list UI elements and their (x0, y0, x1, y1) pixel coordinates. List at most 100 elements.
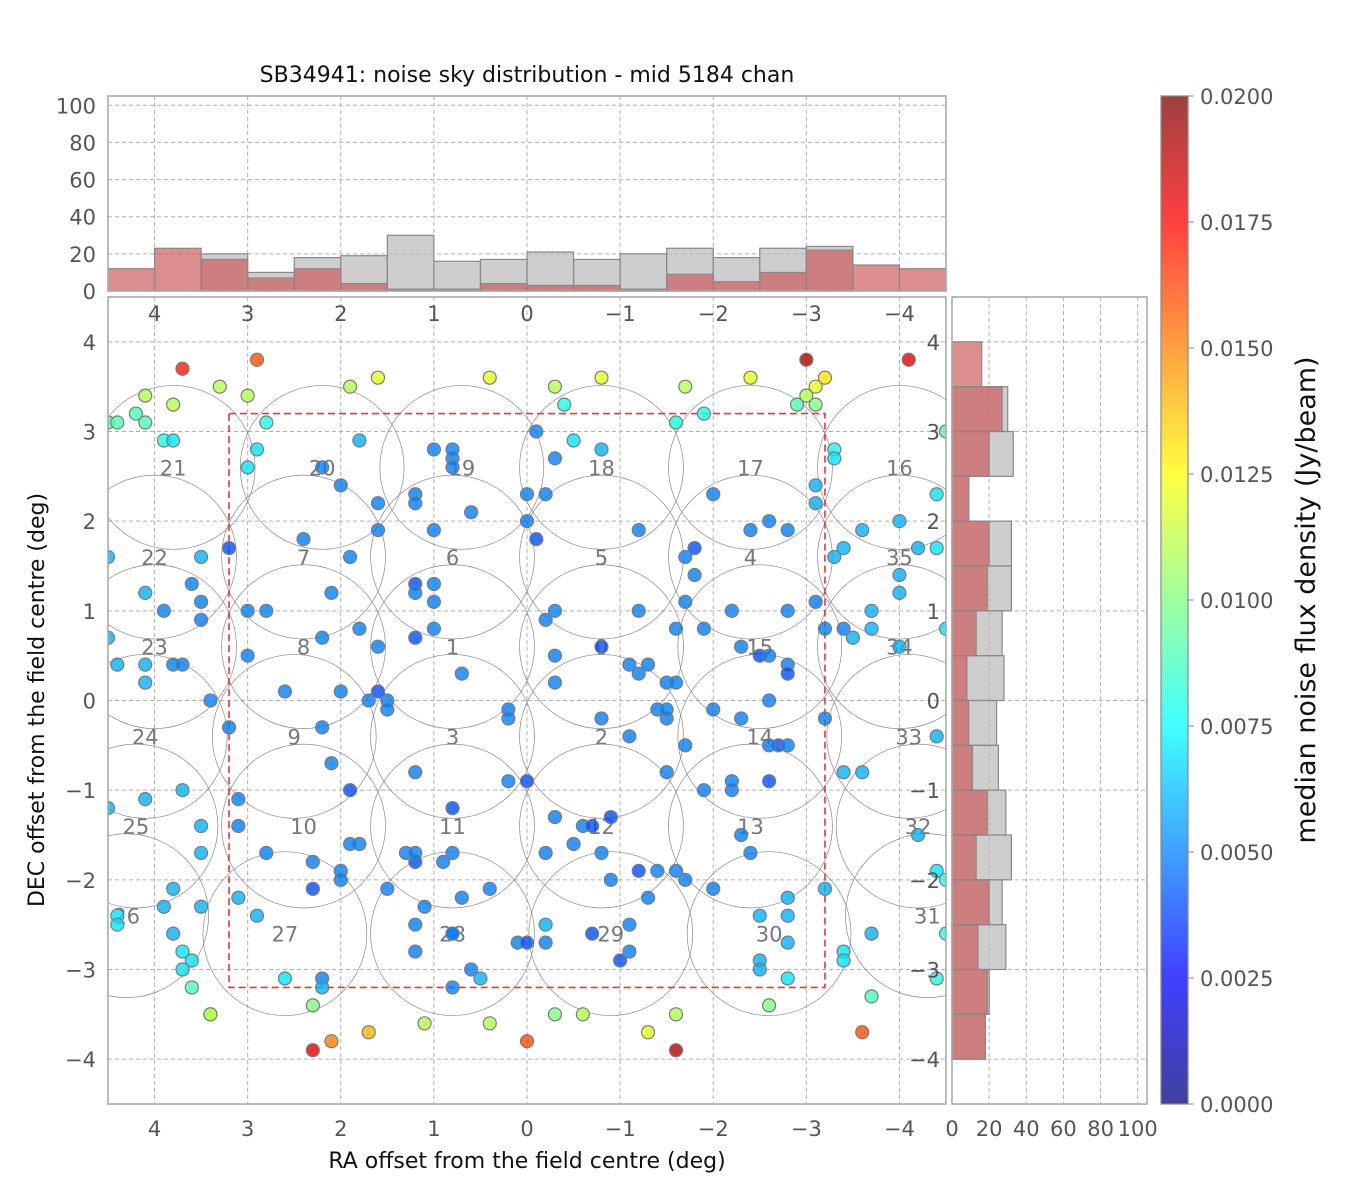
top-hist-bar-red (805, 249, 854, 292)
noise-point (594, 711, 609, 726)
beam-label: 5 (595, 546, 608, 570)
noise-point (519, 935, 535, 950)
right-x-tick-label: 80 (1087, 1117, 1114, 1141)
noise-point (780, 666, 795, 681)
noise-point (547, 451, 563, 466)
noise-point (426, 523, 441, 538)
noise-point (380, 881, 395, 896)
top-y-tick-label: 100 (56, 94, 96, 118)
noise-point (910, 540, 926, 556)
noise-point (929, 540, 944, 556)
beam-circle (686, 851, 852, 1016)
noise-point (184, 953, 199, 968)
beam-label: 6 (446, 546, 459, 570)
top-hist-bar-red (898, 268, 947, 292)
noise-point (370, 639, 386, 654)
noise-point (445, 800, 460, 816)
right-x-tick-label: 40 (1013, 1117, 1040, 1141)
noise-point (659, 702, 674, 717)
noise-point (855, 523, 870, 538)
top-hist-bar-red (340, 282, 388, 292)
noise-point (315, 460, 330, 475)
x-tick-label: −4 (884, 1117, 915, 1141)
noise-point (166, 926, 181, 941)
beam-circle (370, 654, 535, 819)
noise-point (519, 514, 535, 529)
noise-point (659, 765, 674, 780)
noise-point (454, 890, 469, 905)
noise-point (231, 818, 246, 834)
noise-point (892, 567, 907, 583)
colorbar-tick-label: 0.0200 (1200, 85, 1273, 109)
y-axis-label: DEC offset from the field centre (deg) (25, 493, 50, 907)
beam-circle (221, 564, 386, 729)
top-hist-bar-red (107, 268, 156, 292)
noise-point (566, 836, 581, 852)
noise-point (166, 433, 181, 448)
noise-point (547, 648, 563, 663)
noise-point (538, 845, 553, 861)
noise-point (175, 361, 190, 376)
y-tick-label: 2 (83, 510, 96, 534)
top-hist-bar-red (153, 247, 202, 292)
noise-point (780, 971, 795, 986)
top-hist-bar-red (852, 264, 901, 292)
beam-circle (202, 851, 368, 1016)
noise-point (138, 585, 153, 601)
colorbar: 0.0000 0.0025 0.0050 0.0075 0.0100 0.0125 0.01… (1160, 85, 1322, 1117)
y-tick-label-right: −1 (909, 779, 940, 803)
noise-point (613, 953, 628, 968)
scatter-frame (107, 296, 947, 1105)
noise-point (547, 1007, 563, 1022)
noise-point (668, 675, 684, 690)
top-hist-bar-red (293, 268, 342, 292)
noise-point (315, 630, 330, 645)
noise-point (864, 603, 879, 618)
beam-circle (108, 743, 219, 909)
noise-point (594, 370, 609, 385)
noise-point (194, 612, 209, 627)
noise-point (743, 523, 758, 538)
x-tick-label-top: 2 (334, 302, 347, 326)
x-tick-label-top: −4 (884, 302, 915, 326)
noise-point (538, 487, 553, 502)
right-hist-bar-red (951, 789, 988, 836)
top-hist-bar-red (712, 281, 761, 292)
beam-circle (211, 654, 377, 819)
colorbar-tick-label: 0.0150 (1200, 337, 1273, 361)
noise-point (108, 801, 116, 816)
noise-point (315, 980, 330, 995)
noise-point (724, 603, 739, 618)
noise-point (501, 711, 516, 726)
x-axis-label: RA offset from the field centre (deg) (328, 1149, 725, 1174)
right-hist-bar-red (951, 655, 968, 702)
noise-point (529, 531, 544, 547)
noise-point (110, 917, 125, 932)
noise-point (194, 594, 209, 609)
beam-label: 23 (141, 636, 168, 660)
noise-point (752, 962, 767, 977)
noise-point (305, 854, 320, 870)
x-tick-label: 2 (334, 1117, 347, 1141)
x-tick-label-top: 1 (427, 302, 440, 326)
colorbar-tick-label: 0.0050 (1200, 841, 1273, 865)
beam-label: 33 (895, 725, 922, 749)
noise-point (352, 433, 367, 448)
noise-point (864, 926, 879, 941)
y-tick-label: −4 (65, 1048, 96, 1072)
noise-point (231, 792, 246, 807)
noise-point (305, 998, 320, 1013)
right-histogram: 0 20 40 60 80 100 (945, 296, 1158, 1141)
beam-label: 11 (439, 815, 466, 839)
noise-point (194, 549, 209, 565)
right-hist-bar-red (951, 924, 979, 971)
noise-point (585, 818, 600, 834)
noise-point (631, 523, 646, 538)
top-hist-bar-red (759, 271, 807, 292)
beam-circle (835, 743, 946, 909)
noise-point (901, 352, 916, 367)
y-tick-label: −3 (65, 959, 96, 983)
right-x-tick-label: 0 (945, 1117, 958, 1141)
noise-point (734, 827, 749, 843)
